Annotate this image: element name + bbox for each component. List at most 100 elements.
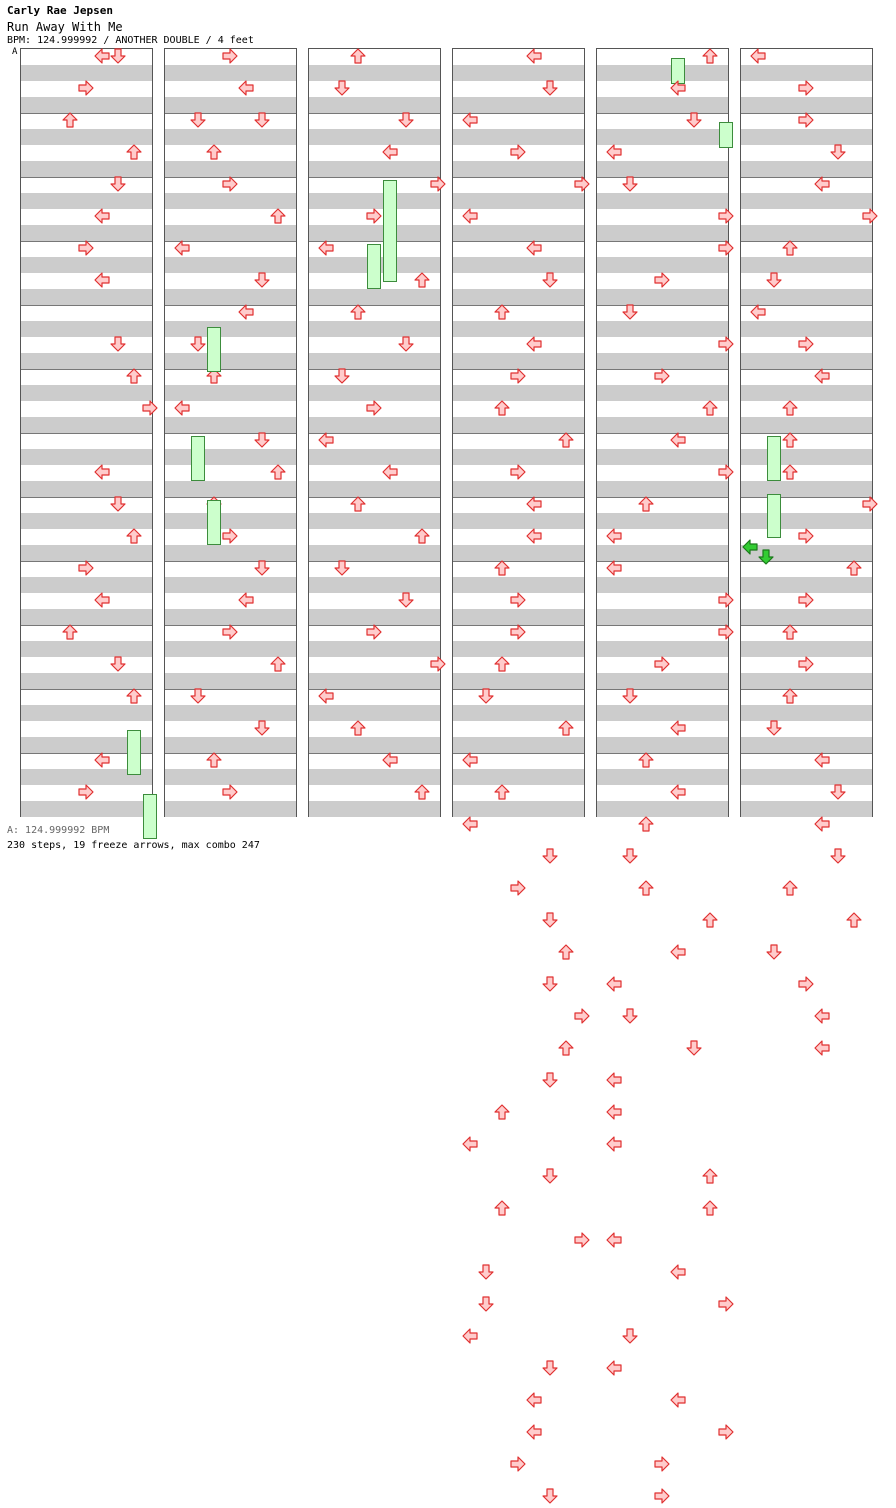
beat-stripe	[597, 449, 728, 465]
beat-stripe	[165, 385, 296, 401]
step-arrow-up	[558, 944, 574, 960]
beat-stripe	[741, 129, 872, 145]
measure-line	[309, 689, 440, 690]
beat-stripe	[309, 545, 440, 561]
step-arrow-down	[190, 336, 206, 352]
beat-stripe	[309, 641, 440, 657]
measure-line	[597, 177, 728, 178]
beat-stripe	[165, 129, 296, 145]
beat-stripe	[21, 97, 152, 113]
step-arrow-up	[270, 208, 286, 224]
freeze-arrow	[367, 244, 381, 289]
beat-stripe	[741, 577, 872, 593]
beat-stripe	[21, 353, 152, 369]
beat-stripe	[21, 385, 152, 401]
step-arrow-left	[606, 528, 622, 544]
measure-line	[741, 625, 872, 626]
beat-stripe	[21, 65, 152, 81]
beat-stripe	[741, 769, 872, 785]
step-arrow-left	[94, 272, 110, 288]
step-arrow-left	[462, 112, 478, 128]
step-arrow-down	[542, 80, 558, 96]
beat-stripe	[21, 609, 152, 625]
step-arrow-right	[798, 112, 814, 128]
beat-stripe	[165, 801, 296, 817]
step-arrow-down	[478, 1296, 494, 1312]
beat-stripe	[453, 97, 584, 113]
beat-stripe	[165, 705, 296, 721]
step-arrow-up	[62, 112, 78, 128]
step-arrow-up	[126, 368, 142, 384]
beat-stripe	[453, 737, 584, 753]
measure-line	[597, 241, 728, 242]
step-arrow-down	[542, 976, 558, 992]
measure-line	[741, 497, 872, 498]
measure-line	[165, 689, 296, 690]
freeze-arrow	[767, 493, 781, 539]
step-arrow-left	[526, 240, 542, 256]
beat-stripe	[453, 545, 584, 561]
step-arrow-up	[494, 304, 510, 320]
step-arrow-down	[190, 688, 206, 704]
beat-stripe	[453, 577, 584, 593]
freeze-arrow	[127, 730, 141, 776]
step-arrow-right	[430, 176, 446, 192]
beat-stripe	[165, 673, 296, 689]
beat-stripe	[741, 481, 872, 497]
beat-stripe	[165, 161, 296, 177]
beat-stripe	[741, 417, 872, 433]
step-arrow-left	[526, 528, 542, 544]
step-arrow-up	[638, 816, 654, 832]
step-arrow-down	[334, 560, 350, 576]
step-arrow-left	[94, 464, 110, 480]
measure-line	[165, 241, 296, 242]
measure-line	[453, 433, 584, 434]
beat-stripe	[597, 545, 728, 561]
beat-stripe	[165, 545, 296, 561]
step-arrow-down	[622, 1328, 638, 1344]
measure-line	[165, 433, 296, 434]
step-arrow-down	[766, 272, 782, 288]
beat-stripe	[453, 225, 584, 241]
step-arrow-up	[126, 688, 142, 704]
beat-stripe	[453, 385, 584, 401]
step-arrow-down	[622, 688, 638, 704]
step-arrow-down	[398, 112, 414, 128]
measure-line	[21, 497, 152, 498]
step-arrow-left	[174, 240, 190, 256]
beat-stripe	[741, 161, 872, 177]
step-arrow-right	[222, 48, 238, 64]
step-arrow-right	[574, 1232, 590, 1248]
beat-stripe	[741, 321, 872, 337]
beat-stripe	[453, 673, 584, 689]
step-arrow-down	[254, 432, 270, 448]
step-arrow-left	[606, 144, 622, 160]
beat-stripe	[597, 193, 728, 209]
step-arrow-up	[494, 1200, 510, 1216]
measure-line	[165, 113, 296, 114]
beat-stripe	[453, 289, 584, 305]
beat-stripe	[741, 801, 872, 817]
beat-stripe	[309, 577, 440, 593]
step-arrow-down	[398, 336, 414, 352]
beat-stripe	[21, 673, 152, 689]
measure-line	[453, 113, 584, 114]
step-arrow-down	[110, 48, 126, 64]
chart-column	[740, 48, 873, 817]
measure-line	[309, 561, 440, 562]
footer-bpm: A: 124.999992 BPM	[7, 825, 110, 836]
beat-stripe	[597, 737, 728, 753]
step-arrow-left	[318, 240, 334, 256]
measure-line	[741, 433, 872, 434]
beat-stripe	[165, 577, 296, 593]
step-arrow-down	[766, 944, 782, 960]
beat-stripe	[165, 353, 296, 369]
beat-stripe	[165, 225, 296, 241]
step-arrow-right	[366, 208, 382, 224]
beat-stripe	[741, 193, 872, 209]
beat-stripe	[165, 609, 296, 625]
step-arrow-right	[718, 336, 734, 352]
beat-stripe	[453, 449, 584, 465]
beat-stripe	[741, 609, 872, 625]
measure-line	[21, 177, 152, 178]
